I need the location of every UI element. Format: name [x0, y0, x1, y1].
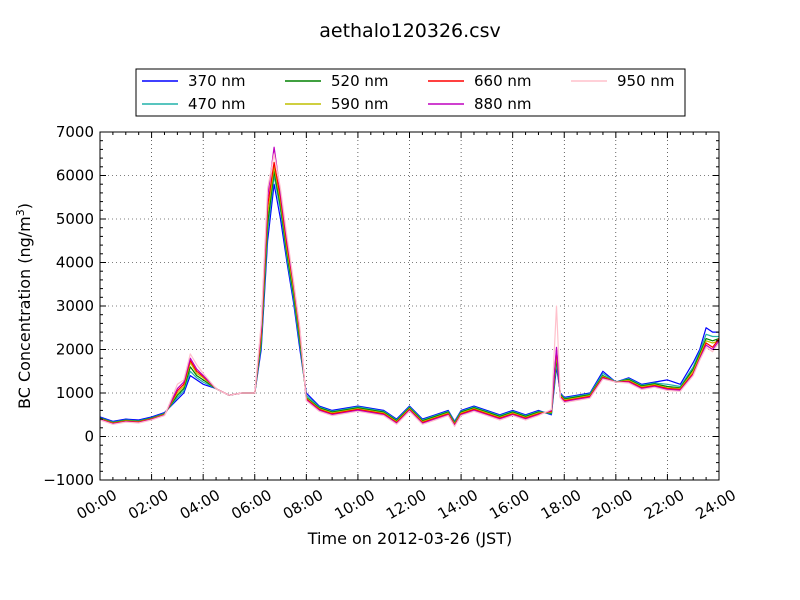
x-tick-label: 20:00	[589, 486, 635, 523]
y-tick-labels: 7000 6000 5000 4000 3000 2000 1000 0 −1000	[43, 123, 94, 489]
grid-lines	[100, 132, 719, 480]
x-tick-label: 16:00	[486, 486, 532, 523]
x-tick-label: 18:00	[538, 486, 584, 523]
x-tick-label: 14:00	[435, 486, 481, 523]
legend-label: 880 nm	[474, 95, 532, 113]
legend-label: 470 nm	[188, 95, 246, 113]
y-tick-label: −1000	[43, 471, 94, 489]
x-tick-label: 00:00	[74, 486, 120, 523]
y-tick-label: 0	[84, 428, 94, 446]
x-tick-label: 22:00	[641, 486, 687, 523]
series-line-660-nm	[99, 161, 720, 426]
y-tick-label: 5000	[56, 210, 94, 228]
legend-label: 520 nm	[331, 72, 389, 90]
legend-label: 950 nm	[617, 72, 675, 90]
legend-label: 660 nm	[474, 72, 532, 90]
legend-label: 590 nm	[331, 95, 389, 113]
x-tick-labels: 00:00 02:00 04:00 06:00 08:00 10:00 12:00 14:00…	[74, 486, 739, 523]
y-tick-label: 1000	[56, 384, 94, 402]
series-line-370-nm	[99, 183, 719, 422]
x-tick-label: 06:00	[228, 486, 274, 523]
y-tick-label: 3000	[56, 297, 94, 315]
y-tick-label: 4000	[56, 254, 94, 272]
legend-label: 370 nm	[188, 72, 246, 90]
y-tick-label: 2000	[56, 341, 94, 359]
x-tick-label: 02:00	[125, 486, 171, 523]
legend-box	[135, 68, 686, 117]
x-tick-label: 10:00	[331, 486, 377, 523]
series-line-950-nm	[99, 153, 720, 428]
y-tick-label: 7000	[56, 123, 94, 141]
axis-ticks	[99, 131, 720, 481]
series-lines	[99, 146, 720, 428]
x-tick-label: 04:00	[177, 486, 223, 523]
series-line-590-nm	[99, 166, 720, 425]
chart-title: aethalo120326.csv	[319, 20, 501, 42]
x-tick-label: 08:00	[280, 486, 326, 523]
x-tick-label: 12:00	[383, 486, 429, 523]
y-tick-label: 6000	[56, 167, 94, 185]
legend: 370 nm 470 nm 520 nm 590 nm 660 nm 880 nm 950 …	[135, 68, 686, 117]
x-tick-label: 24:00	[693, 486, 739, 523]
y-axis-label: BC Concentration (ng/m3)	[14, 203, 35, 409]
x-axis-label: Time on 2012-03-26 (JST)	[307, 529, 512, 548]
